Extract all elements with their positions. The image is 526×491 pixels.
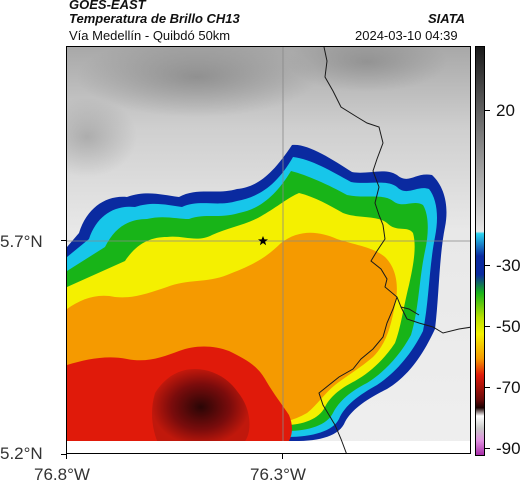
department-boundary (323, 47, 470, 334)
colorbar (475, 46, 485, 456)
river-line (400, 306, 420, 316)
lat-tick-1 (61, 240, 66, 241)
lat-tick-2 (61, 454, 66, 455)
cbar-tick-neg50 (485, 326, 490, 327)
institution-label: SIATA (428, 11, 466, 26)
lon-label-76-8: 76.8°W (34, 465, 90, 484)
satellite-title: GOES-EAST (69, 0, 146, 12)
cbar-tick-neg30 (485, 265, 490, 266)
product-title: Temperatura de Brillo CH13 (69, 11, 240, 26)
lon-tick-1 (66, 454, 67, 459)
colorbar-label-neg70: -70 (496, 378, 521, 397)
satellite-map (66, 46, 471, 454)
star-icon (258, 236, 268, 246)
lat-label-5-2: 5.2°N (0, 444, 43, 463)
cbar-tick-neg90 (485, 448, 490, 449)
region-subtitle: Vía Medellín - Quibdó 50km (69, 28, 231, 43)
colorbar-gradient (476, 47, 484, 455)
colorbar-label-neg30: -30 (496, 256, 521, 275)
lon-tick-2 (282, 454, 283, 459)
timestamp-label: 2024-03-10 04:39 (355, 28, 458, 43)
colorbar-label-neg90: -90 (496, 439, 521, 458)
colorbar-label-20: 20 (496, 101, 515, 120)
brightness-temperature-field (67, 47, 470, 453)
cbar-tick-20 (485, 110, 490, 111)
lat-label-5-7: 5.7°N (0, 232, 43, 251)
cbar-tick-neg70 (485, 387, 490, 388)
colorbar-label-neg50: -50 (496, 317, 521, 336)
lon-label-76-3: 76.3°W (250, 465, 306, 484)
municipal-boundary (318, 296, 398, 453)
